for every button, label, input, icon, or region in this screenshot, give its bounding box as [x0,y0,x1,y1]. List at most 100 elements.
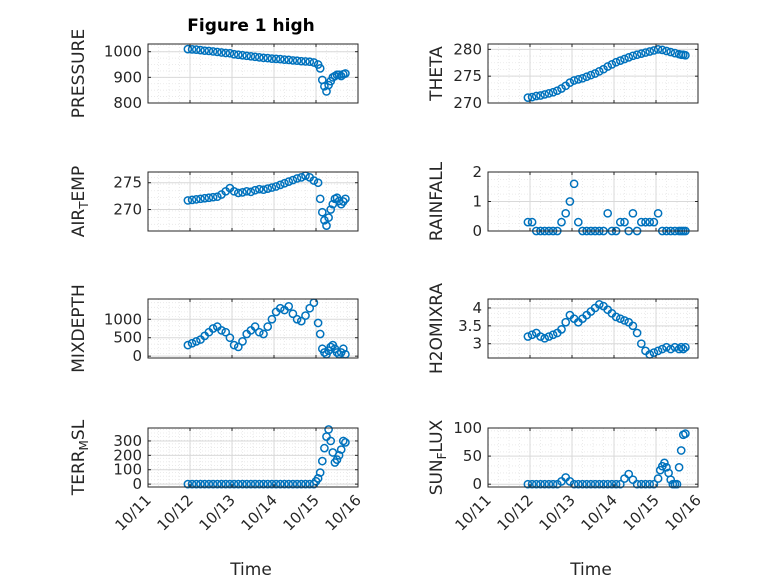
data-point [322,221,331,230]
data-point [573,479,583,489]
data-point [233,188,243,198]
y-tick-label: 1 [472,193,482,211]
data-point [341,194,350,204]
y-tick-label: 1000 [104,43,142,61]
data-point [187,479,197,489]
data-point [301,311,310,320]
y-tick-label: 100 [113,461,142,479]
data-point [225,48,235,58]
data-point [540,479,550,489]
data-point [271,54,281,64]
data-point [292,479,302,489]
data-point [196,479,205,489]
subplot-theta: 270 275 280 THETA [427,40,699,112]
y-tick-label: 280 [453,40,482,58]
data-point [582,72,592,82]
data-point [204,479,214,489]
data-point [557,325,566,334]
data-point [536,91,545,100]
y-tick-label: 300 [113,432,142,450]
data-point [632,50,642,60]
data-point [267,314,277,324]
y-tick-label: 200 [113,446,142,464]
data-point [649,217,659,227]
data-point [653,45,663,54]
data-point [662,462,671,472]
data-point [590,479,600,489]
data-point [523,217,533,227]
data-point [320,81,329,91]
axes-box [147,43,359,104]
axes-box [147,171,359,232]
data-point [313,474,323,483]
data-point [191,337,201,346]
data-point [649,46,659,55]
data-point [624,53,634,62]
data-point [586,70,596,80]
data-point [615,56,625,65]
data-point [320,348,329,357]
data-point [238,337,247,346]
data-point [620,316,629,325]
data-point [208,47,218,56]
data-point [632,328,642,338]
data-point [191,45,201,54]
data-point [280,479,289,489]
axes-box [487,43,699,104]
data-point [221,48,231,58]
data-point [645,217,655,227]
data-point [653,208,663,218]
y-tick-label: 3.5 [458,317,482,335]
data-point [259,185,268,195]
data-point [309,176,319,185]
data-point [246,479,256,489]
data-point [288,56,298,65]
data-point [628,321,638,331]
data-point [334,450,344,460]
data-point [582,479,592,489]
data-point [662,342,671,352]
data-point [229,186,239,196]
data-point [326,436,336,446]
data-point [611,479,621,489]
y-tick-label: 1000 [104,310,142,328]
data-point [670,342,680,352]
data-point [242,186,252,196]
data-point [620,54,629,64]
data-point [594,300,604,309]
data-point [620,217,629,227]
data-point [208,192,218,202]
data-point [674,462,684,472]
data-point [548,87,558,97]
data-point [238,188,247,197]
data-point [305,57,315,67]
data-point [681,429,690,438]
data-point [191,195,201,204]
data-point [229,479,239,489]
data-point [196,194,205,204]
y-tick-label: 100 [453,419,482,437]
data-point [233,479,243,489]
data-point [603,62,613,71]
y-axis-label: SUNFLUX [427,419,449,495]
data-point [217,48,226,57]
y-tick-label: 0 [472,475,482,493]
data-point [536,479,545,489]
data-point [341,438,350,447]
data-point [292,174,302,183]
data-point [275,54,285,64]
data-point [196,45,205,55]
data-point [200,193,210,203]
data-point [271,479,281,489]
data-point [267,183,277,192]
data-point [578,479,587,489]
data-point [284,55,294,65]
y-axis-label: PRESSURE [69,29,89,118]
data-point [615,217,625,227]
data-point [183,44,193,54]
data-point [313,318,323,328]
data-point [672,479,682,489]
y-tick-label: 900 [113,68,142,86]
data-point [254,184,264,194]
